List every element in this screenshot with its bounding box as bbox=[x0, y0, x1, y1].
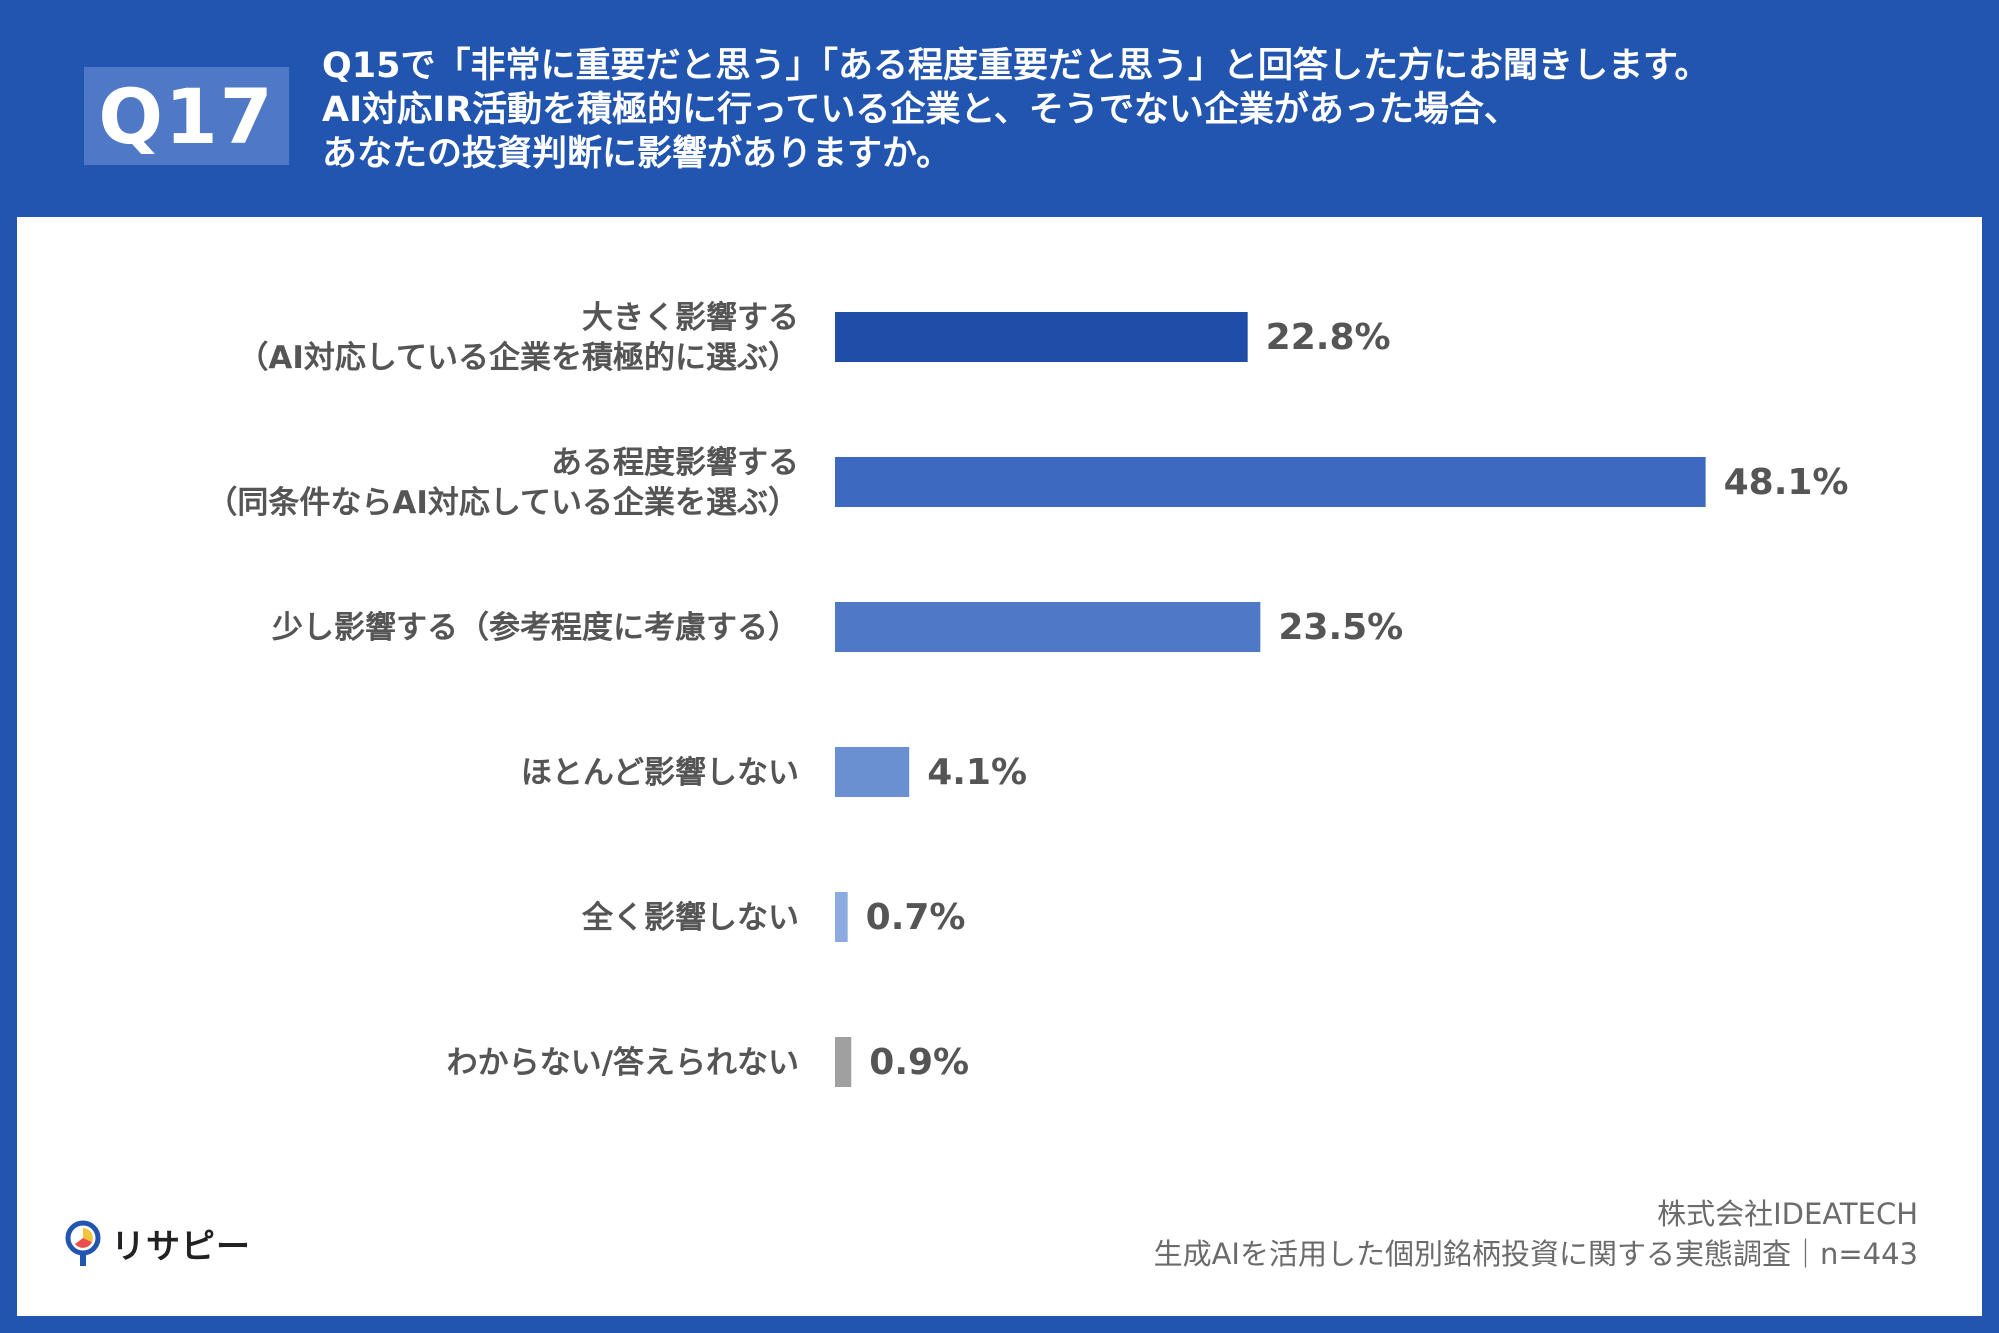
category-label-5: 全く影響しない bbox=[581, 900, 799, 936]
bar-4 bbox=[835, 747, 910, 797]
category-label-2-line-1: ある程度影響する bbox=[551, 445, 799, 481]
chart-panel: 22.8% 大きく影響する （AI対応している企業を積極的に選ぶ） 48.1% ある程度… bbox=[17, 217, 1982, 1316]
bar-chart: 22.8% 大きく影響する （AI対応している企業を積極的に選ぶ） 48.1% ある程度… bbox=[206, 300, 1849, 1087]
bar-5 bbox=[835, 892, 848, 942]
bar-1 bbox=[835, 312, 1248, 362]
value-label-5: 0.7% bbox=[866, 897, 966, 938]
question-line-1: Q15で「非常に重要だと思う」「ある程度重要だと思う」と回答した方にお聞きします… bbox=[322, 46, 1710, 86]
question-line-2: AI対応IR活動を積極的に行っている企業と、そうでない企業があった場合、 bbox=[322, 90, 1519, 130]
risapi-logo-text: リサピー bbox=[111, 1227, 251, 1267]
bar-2 bbox=[835, 457, 1706, 507]
question-number-badge: Q17 bbox=[84, 67, 289, 165]
risapi-logo: リサピー bbox=[63, 1219, 251, 1268]
category-label-3: 少し影響する（参考程度に考慮する） bbox=[272, 610, 799, 646]
value-label-2: 48.1% bbox=[1724, 462, 1849, 503]
value-label-1: 22.8% bbox=[1266, 317, 1391, 358]
risapi-logo-icon bbox=[65, 1220, 101, 1266]
footer-credit: 株式会社IDEATECH 生成AIを活用した個別銘柄投資に関する実態調査｜n=4… bbox=[1154, 1194, 1918, 1274]
category-label-4: ほとんど影響しない bbox=[521, 755, 799, 791]
value-label-3: 23.5% bbox=[1278, 607, 1403, 648]
question-line-3: あなたの投資判断に影響がありますか。 bbox=[322, 134, 952, 174]
value-label-4: 4.1% bbox=[927, 752, 1027, 793]
category-label-2-line-2: （同条件ならAI対応している企業を選ぶ） bbox=[206, 485, 799, 521]
category-label-1-line-2: （AI対応している企業を積極的に選ぶ） bbox=[237, 340, 799, 376]
category-label-1-line-1: 大きく影響する bbox=[582, 300, 799, 336]
bar-6 bbox=[835, 1037, 852, 1087]
value-label-6: 0.9% bbox=[869, 1042, 969, 1083]
question-text: Q15で「非常に重要だと思う」「ある程度重要だと思う」と回答した方にお聞きします… bbox=[322, 44, 1962, 176]
footer-company: 株式会社IDEATECH bbox=[1657, 1197, 1918, 1231]
bar-3 bbox=[835, 602, 1261, 652]
category-label-6: わからない/答えられない bbox=[447, 1045, 799, 1081]
footer-survey: 生成AIを活用した個別銘柄投資に関する実態調査｜n=443 bbox=[1153, 1237, 1918, 1271]
